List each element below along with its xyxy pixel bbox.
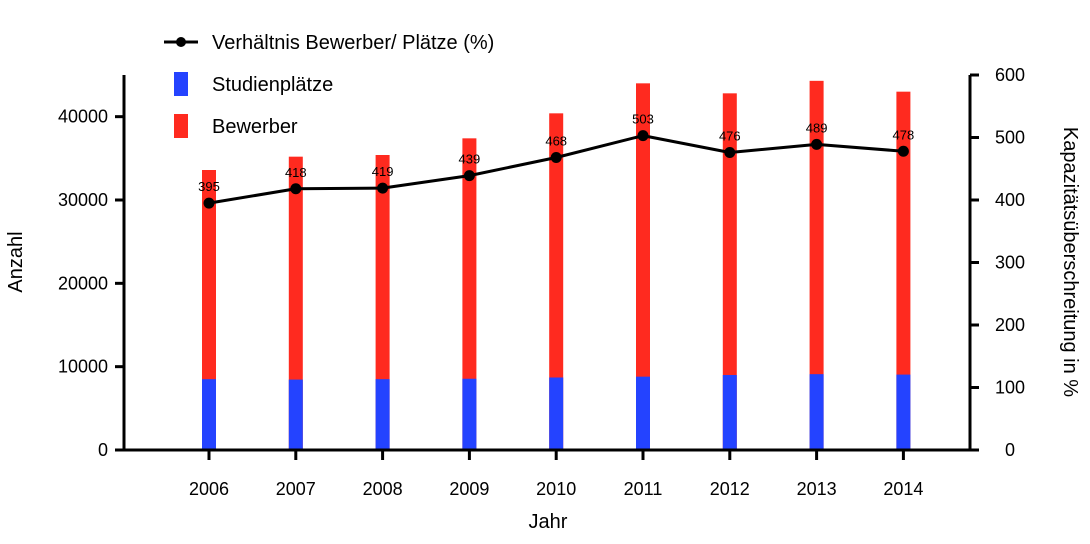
bar-bewerber-2008 [375,155,390,450]
bar-bewerber-2014 [896,91,911,451]
ratio-data-label-2008: 419 [372,164,394,179]
legend-point-marker [176,37,186,47]
legend-swatch-bewerber [174,114,188,138]
ratio-point-2013 [811,138,823,150]
bar-studienplätze-2006 [202,379,216,450]
legend: Verhältnis Bewerber/ Plätze (%) Studienpl… [164,32,494,138]
ratio-data-label-2007: 418 [285,165,307,180]
x-tick-label-2010: 2010 [536,479,576,499]
ratio-point-2010 [550,152,562,163]
x-tick-label-2012: 2012 [710,479,750,499]
bar-bewerber-2010 [549,113,564,450]
bar-bewerber-2012 [722,93,737,450]
bar-studienplätze-2012 [722,375,737,450]
x-tick-label-2014: 2014 [883,479,923,499]
ratio-point-2008 [377,182,389,194]
bar-bewerber-2009 [462,138,477,451]
line-layer: 395 418 419 439 468 503 476 489 478 [198,112,914,209]
bar-studienplätze-2008 [375,379,390,450]
y2-tick-label-100: 100 [995,378,1025,398]
legend-label-bewerber: Bewerber [212,116,298,138]
bar-bewerber-2011 [636,83,650,450]
x-tick-label-2008: 2008 [363,479,403,499]
ratio-data-label-2006: 395 [198,179,220,194]
bar-studienplätze-2013 [809,374,824,450]
axes-layer: 0 10000 20000 30000 40000 0 100 200 300 400 500 600… [58,65,1025,499]
y-tick-label-20000: 20000 [58,273,108,293]
x-tick-label-2011: 2011 [624,479,663,499]
x-tick-label-2013: 2013 [797,479,837,499]
ratio-point-2007 [290,183,302,195]
bars-layer [202,80,911,451]
y2-tick-label-400: 400 [995,190,1025,210]
legend-swatch-studienplätze [174,72,188,96]
ratio-data-label-2014: 478 [893,127,915,142]
bar-studienplätze-2009 [462,378,477,450]
x-tick-label-2009: 2009 [449,479,489,499]
ratio-data-label-2012: 476 [719,129,741,144]
y2-axis-title: Kapazitätsüberschreitung in % [1059,127,1081,397]
x-tick-label-2006: 2006 [189,479,229,499]
ratio-data-label-2011: 503 [632,112,654,127]
y2-tick-label-600: 600 [995,65,1025,85]
bar-bewerber-2013 [809,80,824,450]
ratio-data-label-2013: 489 [806,120,828,135]
y-tick-label-10000: 10000 [58,357,108,377]
x-axis-title: Jahr [529,511,568,533]
bar-studienplätze-2014 [896,374,911,450]
ratio-point-2006 [203,197,215,209]
y-axis-title: Anzahl [5,231,27,292]
ratio-data-label-2009: 439 [459,152,481,167]
y2-tick-label-300: 300 [995,253,1025,273]
bar-bewerber-2007 [288,156,303,450]
bar-studienplätze-2011 [636,376,650,450]
x-tick-label-2007: 2007 [276,479,316,499]
y-tick-label-40000: 40000 [58,107,108,127]
bar-studienplätze-2007 [288,379,303,450]
ratio-data-label-2010: 468 [545,134,567,149]
legend-label-studienplätze: Studienplätze [212,74,333,96]
y2-tick-label-200: 200 [995,315,1025,335]
ratio-point-2011 [637,130,649,142]
y2-tick-label-0: 0 [1005,440,1015,460]
y-tick-label-30000: 30000 [58,190,108,210]
y2-tick-label-500: 500 [995,128,1025,148]
ratio-point-2014 [897,145,909,157]
ratio-point-2012 [724,147,736,158]
bar-studienplätze-2010 [549,377,564,450]
y-tick-label-0: 0 [98,440,108,460]
ratio-point-2009 [463,170,475,182]
legend-label-verhältnis-bewerber-plätze-: Verhältnis Bewerber/ Plätze (%) [212,32,494,54]
